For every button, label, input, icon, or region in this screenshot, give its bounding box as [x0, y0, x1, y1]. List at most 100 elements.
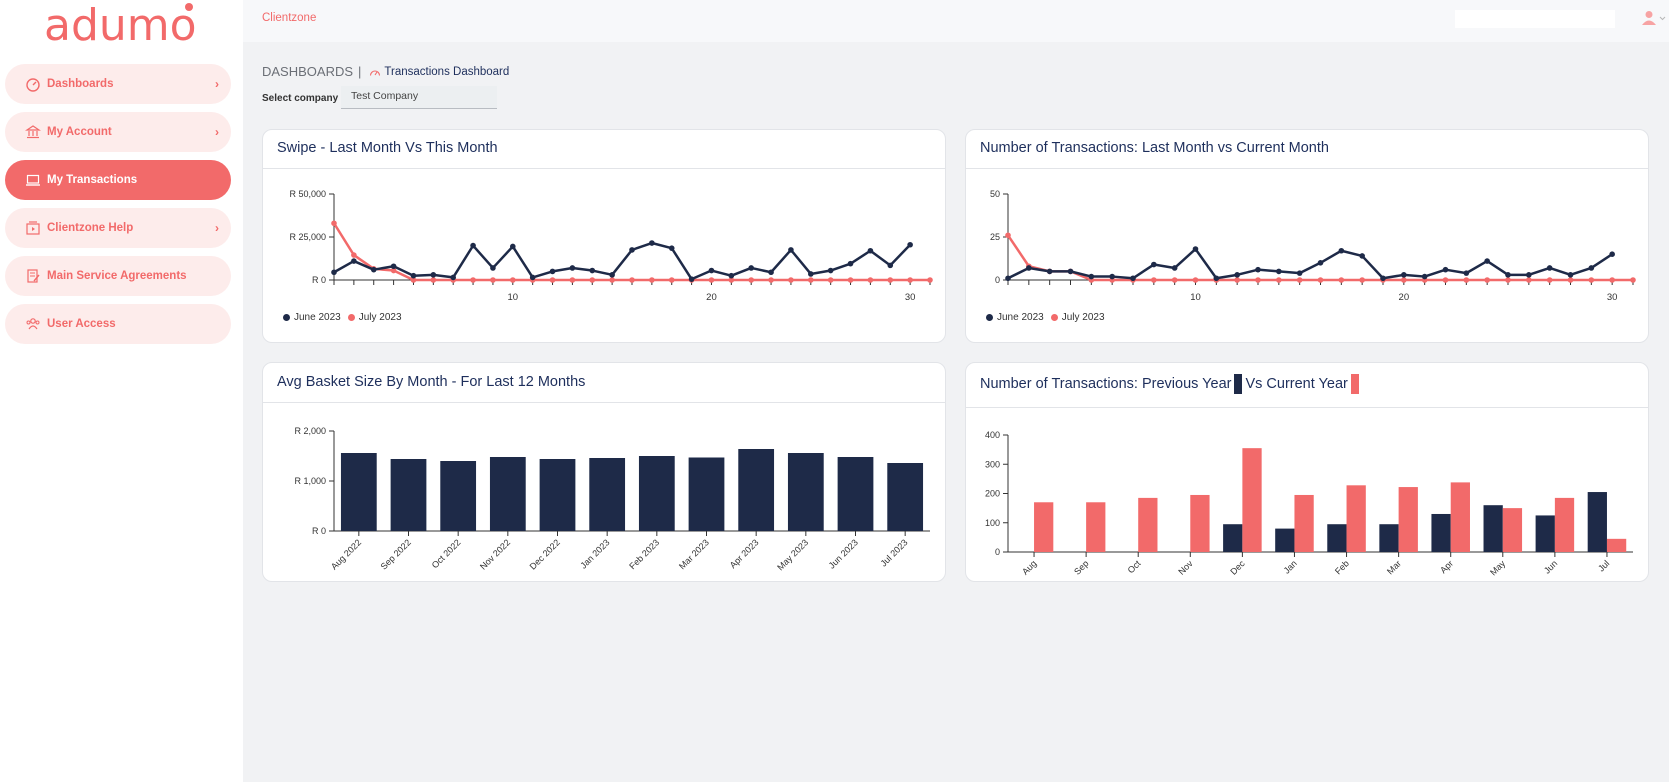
data-point [728, 277, 735, 283]
data-point [728, 272, 735, 279]
data-point [510, 277, 516, 283]
bar [1275, 528, 1295, 552]
sidebar-item-label: Dashboards [47, 78, 114, 90]
bar [340, 453, 377, 531]
data-point [907, 241, 913, 248]
x-tick-label: Dec 2022 [528, 537, 562, 571]
y-tick-label: R 0 [312, 275, 326, 285]
bar [738, 449, 775, 531]
previous-year-legend-swatch [1234, 374, 1243, 394]
topbar-search-field[interactable] [1455, 10, 1615, 28]
yoy-chart-card: Number of Transactions: Previous Year Vs … [965, 362, 1649, 582]
sidebar-item-clientzone-help[interactable]: Clientzone Help › [5, 208, 231, 248]
y-tick-label: 200 [985, 489, 1000, 499]
legend-item[interactable]: June 2023 [986, 312, 1044, 323]
card-title: Number of Transactions: Previous Year Vs … [980, 374, 1362, 394]
card-title-part1: Number of Transactions: Previous Year [980, 375, 1232, 392]
y-tick-label: 0 [995, 547, 1000, 557]
data-point [490, 265, 496, 271]
data-point [1005, 232, 1011, 239]
bar [1483, 505, 1503, 552]
data-point [430, 277, 437, 283]
x-tick-label: Feb 2023 [627, 537, 661, 571]
sidebar: adumo Dashboards › My Account › My Trans… [0, 0, 243, 782]
x-tick-label: Sep 2022 [379, 537, 413, 571]
sidebar-item-dashboards[interactable]: Dashboards › [5, 64, 231, 104]
data-point [1463, 277, 1470, 283]
data-point [1338, 277, 1345, 283]
data-point [1442, 277, 1449, 283]
swipe-chart-card: Swipe - Last Month Vs This Month R 0 R 25… [262, 129, 946, 343]
breadcrumb: DASHBOARDS | Transactions Dashboard [262, 64, 509, 79]
bar [1190, 494, 1210, 552]
data-point [907, 277, 913, 283]
bar [1242, 448, 1262, 552]
data-point [410, 277, 417, 283]
data-point [569, 277, 576, 283]
legend-item[interactable]: July 2023 [1050, 312, 1105, 323]
user-menu[interactable] [1641, 10, 1667, 31]
x-tick-label: 10 [1190, 292, 1201, 303]
data-point [1359, 277, 1365, 283]
sidebar-item-label: Main Service Agreements [47, 270, 187, 282]
data-point [589, 267, 596, 274]
help-video-icon [24, 219, 42, 237]
chevron-right-icon: › [215, 125, 219, 139]
bank-icon [24, 123, 42, 141]
x-tick-label: Oct [1126, 558, 1143, 575]
breadcrumb-current: Transactions Dashboard [365, 66, 509, 78]
data-point [867, 277, 874, 283]
legend-item[interactable]: June 2023 [283, 312, 341, 323]
data-point [331, 269, 337, 276]
company-select[interactable]: Test Company [341, 86, 497, 109]
topbar-brand-link[interactable]: Clientzone [262, 12, 317, 24]
x-tick-label: Mar [1385, 558, 1403, 576]
breadcrumb-root[interactable]: DASHBOARDS [262, 64, 354, 79]
data-point [390, 267, 397, 274]
bar [1086, 502, 1106, 552]
y-tick-label: R 25,000 [289, 232, 326, 242]
x-tick-label: 10 [508, 292, 519, 303]
data-point [927, 277, 933, 283]
data-point [1151, 261, 1157, 268]
data-point [867, 247, 874, 254]
x-tick-label: Nov [1176, 558, 1195, 577]
card-divider [263, 168, 945, 169]
x-tick-label: Jul 2023 [878, 537, 909, 568]
data-point [708, 277, 715, 283]
sidebar-item-my-account[interactable]: My Account › [5, 112, 231, 152]
sidebar-item-label: User Access [47, 318, 116, 330]
bar [390, 459, 427, 531]
adumo-logo[interactable]: adumo [44, 0, 197, 51]
data-point [1380, 275, 1386, 282]
data-point [1421, 273, 1428, 280]
sidebar-item-main-service-agreements[interactable]: Main Service Agreements [5, 256, 231, 296]
data-point [609, 272, 615, 278]
card-title: Number of Transactions: Last Month vs Cu… [980, 140, 1329, 156]
data-point [1276, 268, 1282, 275]
data-point [1067, 268, 1074, 275]
y-tick-label: R 1,000 [294, 476, 326, 486]
bar [1346, 485, 1366, 552]
gauge-icon [370, 69, 381, 76]
data-point [1317, 277, 1324, 283]
data-point [1609, 277, 1615, 283]
sidebar-item-my-transactions[interactable]: My Transactions [5, 160, 231, 200]
sidebar-item-user-access[interactable]: User Access [5, 304, 231, 344]
sidebar-item-label: Clientzone Help [47, 222, 134, 234]
data-point [1026, 265, 1032, 271]
breadcrumb-separator: | [358, 64, 362, 79]
legend-label: July 2023 [1061, 312, 1105, 323]
data-point [887, 262, 894, 269]
series-line-june-2023 [333, 241, 912, 281]
series-line-june-2023 [1007, 247, 1613, 280]
data-point [1171, 265, 1178, 271]
bar [837, 457, 874, 531]
x-tick-label: 30 [1607, 292, 1618, 303]
y-tick-label: R 2,000 [294, 426, 326, 436]
data-point [351, 258, 357, 264]
data-point [390, 263, 397, 270]
legend-item[interactable]: July 2023 [347, 312, 402, 323]
data-point [1234, 272, 1240, 278]
legend-dot-icon [1050, 314, 1058, 321]
